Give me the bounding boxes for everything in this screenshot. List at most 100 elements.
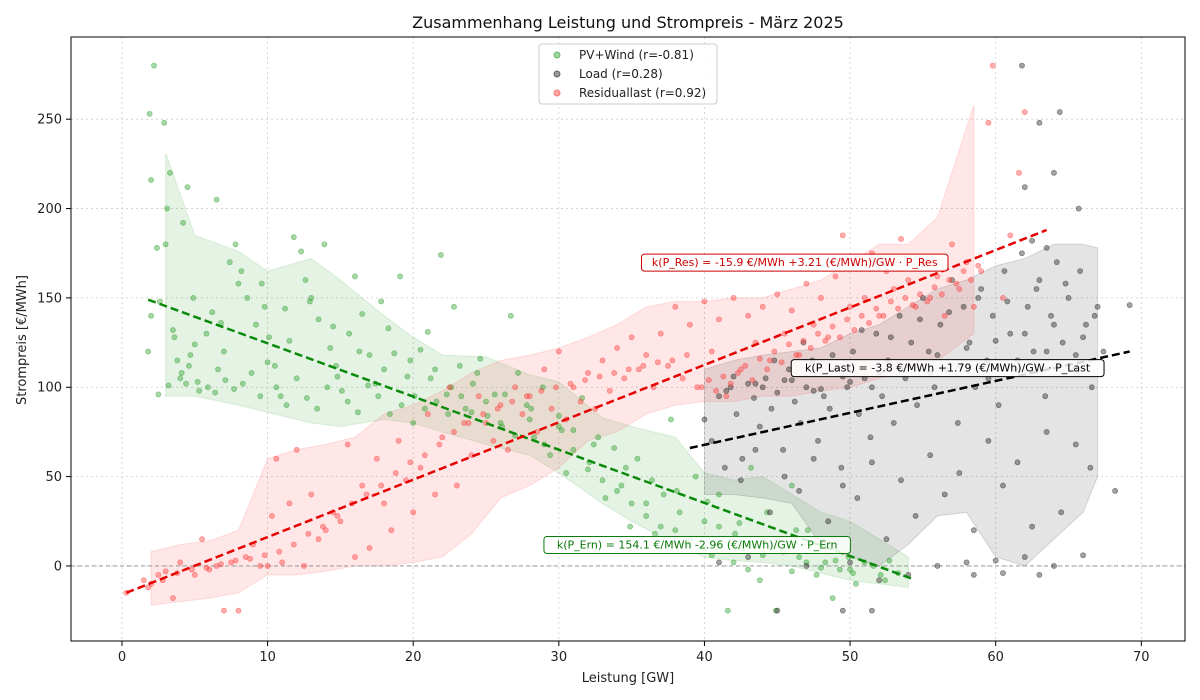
data-point xyxy=(807,345,814,351)
regression-annotation: k(P_Res) = -15.9 €/MWh +3.21 (€/MWh)/GW … xyxy=(641,253,949,272)
data-point xyxy=(705,377,712,384)
data-point xyxy=(877,571,884,578)
data-point xyxy=(424,411,431,417)
data-point xyxy=(1021,109,1028,115)
data-point xyxy=(258,280,265,287)
data-point xyxy=(541,366,548,373)
data-point xyxy=(302,277,309,283)
data-point xyxy=(1075,205,1082,212)
data-point xyxy=(248,370,255,376)
data-point xyxy=(946,277,952,283)
data-point xyxy=(167,169,173,176)
data-point xyxy=(324,384,331,391)
data-point xyxy=(1021,184,1028,191)
data-point xyxy=(851,327,858,333)
data-point xyxy=(844,384,851,391)
data-point xyxy=(271,362,278,369)
data-point xyxy=(771,348,778,355)
data-point xyxy=(585,370,591,376)
data-point xyxy=(762,375,769,382)
data-point xyxy=(836,566,843,573)
data-point xyxy=(461,420,468,426)
data-point xyxy=(1021,330,1028,337)
data-point xyxy=(611,370,618,376)
data-point xyxy=(883,536,890,543)
data-point xyxy=(720,373,727,380)
data-point xyxy=(392,470,399,476)
data-point xyxy=(528,405,535,412)
data-point xyxy=(975,262,982,269)
data-point xyxy=(953,280,960,287)
data-point xyxy=(366,352,373,358)
data-point xyxy=(1033,286,1040,292)
data-point xyxy=(716,523,722,530)
data-point xyxy=(869,459,875,466)
data-point xyxy=(978,268,985,274)
data-point xyxy=(931,384,938,391)
data-point xyxy=(596,373,603,380)
data-point xyxy=(668,416,674,423)
data-point xyxy=(960,303,967,310)
data-point xyxy=(628,500,635,507)
data-point xyxy=(462,405,469,412)
data-point xyxy=(257,393,264,400)
data-point xyxy=(701,518,708,525)
data-point xyxy=(847,559,853,566)
y-axis-ticks: 0 50 100 150 200 250 xyxy=(37,113,71,574)
x-tick-label: 10 xyxy=(259,650,276,665)
data-point xyxy=(474,370,481,376)
data-point xyxy=(963,345,970,351)
data-point xyxy=(238,268,245,274)
data-point xyxy=(1077,268,1084,274)
data-point xyxy=(764,366,770,373)
data-point xyxy=(949,241,955,248)
data-point xyxy=(209,309,216,316)
data-point xyxy=(796,487,803,494)
data-point xyxy=(148,177,154,183)
data-point xyxy=(162,241,169,248)
data-point xyxy=(570,427,577,434)
data-point xyxy=(692,473,699,480)
data-point xyxy=(839,232,846,239)
data-point xyxy=(286,500,293,507)
data-point xyxy=(354,409,361,416)
regression-label: k(P_Ern) = 154.1 €/MWh -2.96 (€/MWh)/GW … xyxy=(557,539,838,552)
data-point xyxy=(676,509,683,516)
data-point xyxy=(737,477,744,484)
data-point xyxy=(266,334,272,341)
data-point xyxy=(235,607,242,614)
data-point xyxy=(941,491,948,498)
data-point xyxy=(491,391,498,398)
data-point xyxy=(161,119,168,126)
data-point xyxy=(803,563,810,569)
data-point xyxy=(582,377,588,384)
legend-marker xyxy=(553,70,561,78)
data-point xyxy=(934,352,941,358)
data-point xyxy=(684,352,690,358)
data-point xyxy=(507,312,514,319)
data-point xyxy=(679,375,686,382)
data-point xyxy=(410,509,417,516)
data-point xyxy=(627,523,634,530)
data-point xyxy=(180,219,187,226)
data-point xyxy=(352,273,358,280)
data-point xyxy=(902,294,909,301)
data-point xyxy=(1062,280,1069,287)
data-point xyxy=(293,375,300,382)
y-tick-label: 150 xyxy=(37,291,62,306)
data-point xyxy=(177,375,184,382)
data-point xyxy=(748,464,754,471)
y-tick-label: 200 xyxy=(37,202,62,217)
data-point xyxy=(178,370,185,376)
data-point xyxy=(232,557,239,564)
data-point xyxy=(1048,312,1054,319)
data-point xyxy=(410,420,417,426)
data-point xyxy=(320,523,326,530)
data-point xyxy=(174,357,181,364)
data-point xyxy=(191,341,198,348)
data-point xyxy=(640,362,647,369)
data-point xyxy=(290,234,297,241)
data-point xyxy=(970,303,977,310)
data-point xyxy=(657,523,664,530)
data-point xyxy=(187,352,194,358)
